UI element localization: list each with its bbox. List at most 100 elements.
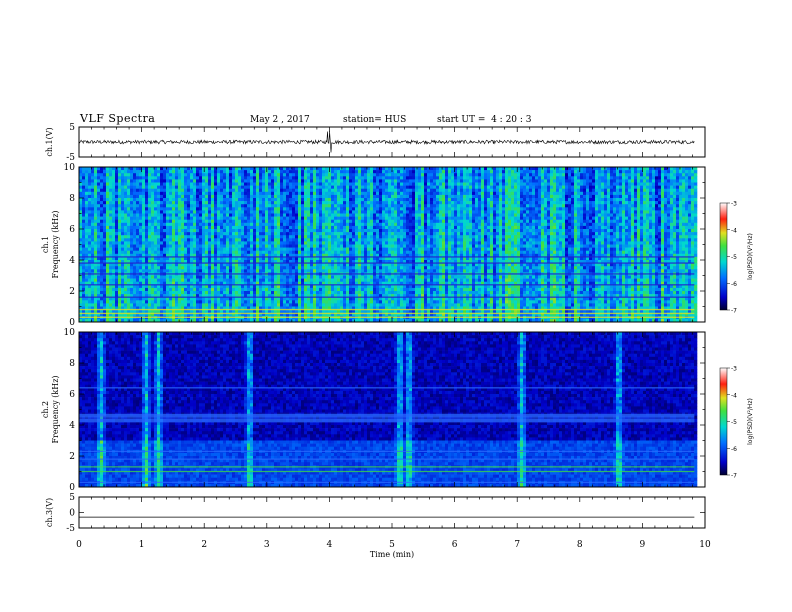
spectrogram-cell (163, 191, 167, 196)
spectrogram-cell (211, 185, 215, 189)
spectrogram-cell (118, 204, 122, 208)
spectrogram-cell (223, 167, 227, 171)
spectrogram-cell (250, 216, 254, 220)
spectrogram-cell (142, 253, 146, 258)
spectrogram-cell (166, 278, 170, 282)
spectrogram-cell (268, 179, 272, 183)
spectrogram-cell (157, 281, 161, 286)
spectrogram-cell (244, 219, 248, 224)
spectrogram-cell (187, 167, 191, 171)
spectrogram-cell (340, 207, 344, 211)
spectrogram-cell (85, 213, 89, 217)
spectrogram-cell (364, 266, 368, 270)
spectrogram-cell (316, 194, 320, 199)
spectrogram-cell (223, 219, 227, 224)
spectrogram-cell (178, 247, 182, 251)
spectrogram-cell (82, 188, 86, 193)
spectrogram-cell (136, 194, 140, 199)
spectrogram-cell (139, 309, 143, 313)
spectrogram-cell (172, 291, 176, 295)
spectrogram-cell (190, 241, 194, 245)
spectrogram-cell (247, 173, 251, 177)
spectrogram-cell (97, 222, 101, 227)
spectrogram-cell (79, 260, 83, 264)
spectrogram-cell (250, 170, 254, 174)
spectrogram-cell (322, 185, 326, 189)
spectrogram-cell (112, 235, 116, 239)
spectrogram-cell (154, 201, 158, 205)
spectrogram-cell (178, 225, 182, 230)
spectrogram-cell (142, 269, 146, 273)
spectrogram-cell (103, 176, 107, 180)
spectrogram-cell (211, 238, 215, 242)
spectrogram-cell (349, 204, 353, 208)
spectrogram-cell (139, 170, 143, 174)
spectrogram-cell (310, 182, 314, 186)
spectrogram-cell (163, 167, 167, 171)
spectrogram-cell (301, 182, 305, 186)
spectrogram-cell (127, 225, 131, 230)
spectrogram-cell (283, 185, 287, 189)
spectrogram-cell (109, 182, 113, 186)
spectrogram-cell (232, 312, 236, 317)
spectrogram-cell (283, 244, 287, 248)
spectrogram-cell (166, 306, 170, 310)
spectrogram-cell (280, 275, 284, 279)
spectrogram-cell (220, 170, 224, 174)
spectrogram-cell (136, 306, 140, 310)
spectrogram-cell (154, 219, 158, 224)
spectrogram-cell (244, 303, 248, 307)
spectrogram-cell (100, 306, 104, 310)
spectrogram-cell (328, 201, 332, 205)
spectrogram-cell (124, 309, 128, 313)
spectrogram-cell (112, 173, 116, 177)
spectrogram-cell (253, 194, 257, 199)
spectrogram-cell (181, 235, 185, 239)
spectrogram-cell (187, 191, 191, 196)
spectrogram-cell (97, 179, 101, 183)
spectrogram-cell (103, 182, 107, 186)
spectrogram-cell (106, 182, 110, 186)
spectrogram-cell (235, 303, 239, 307)
spectrogram-cell (88, 300, 92, 304)
spectrogram-cell (124, 238, 128, 242)
spectrogram-cell (286, 232, 290, 236)
spectrogram-cell (241, 213, 245, 217)
spectrogram-cell (346, 191, 350, 196)
spectrogram-cell (367, 275, 371, 279)
spectrogram-cell (355, 213, 359, 217)
spectrogram-cell (91, 291, 95, 295)
spectrogram-cell (154, 185, 158, 189)
spectrogram-cell (265, 309, 269, 313)
spectrogram-cell (97, 312, 101, 317)
spectrogram-cell (187, 194, 191, 199)
spectrogram-cell (361, 210, 365, 214)
spectrogram-cell (175, 210, 179, 214)
spectrogram-cell (130, 291, 134, 295)
spectrogram-cell (109, 207, 113, 211)
spectrogram-cell (322, 219, 326, 224)
spectrogram-cell (157, 194, 161, 199)
spectrogram-cell (184, 229, 188, 233)
spectrogram-cell (178, 229, 182, 233)
spectrogram-cell (310, 229, 314, 233)
spectrogram-cell (292, 179, 296, 183)
spectrogram-cell (109, 204, 113, 208)
spectrogram-cell (268, 266, 272, 270)
spectrogram-cell (352, 179, 356, 183)
spectrogram-cell (130, 188, 134, 193)
spectrogram-cell (223, 229, 227, 233)
spectrogram-cell (139, 188, 143, 193)
spectrogram-cell (142, 188, 146, 193)
spectrogram-cell (109, 266, 113, 270)
spectrogram-cell (187, 291, 191, 295)
spectrogram-cell (178, 167, 182, 171)
spectrogram-cell (136, 207, 140, 211)
spectrogram-cell (289, 244, 293, 248)
spectrogram-cell (253, 309, 257, 313)
spectrogram-cell (340, 300, 344, 304)
spectrogram-cell (229, 188, 233, 193)
spectrogram-cell (109, 300, 113, 304)
spectrogram-cell (268, 194, 272, 199)
spectrogram-cell (139, 287, 143, 292)
